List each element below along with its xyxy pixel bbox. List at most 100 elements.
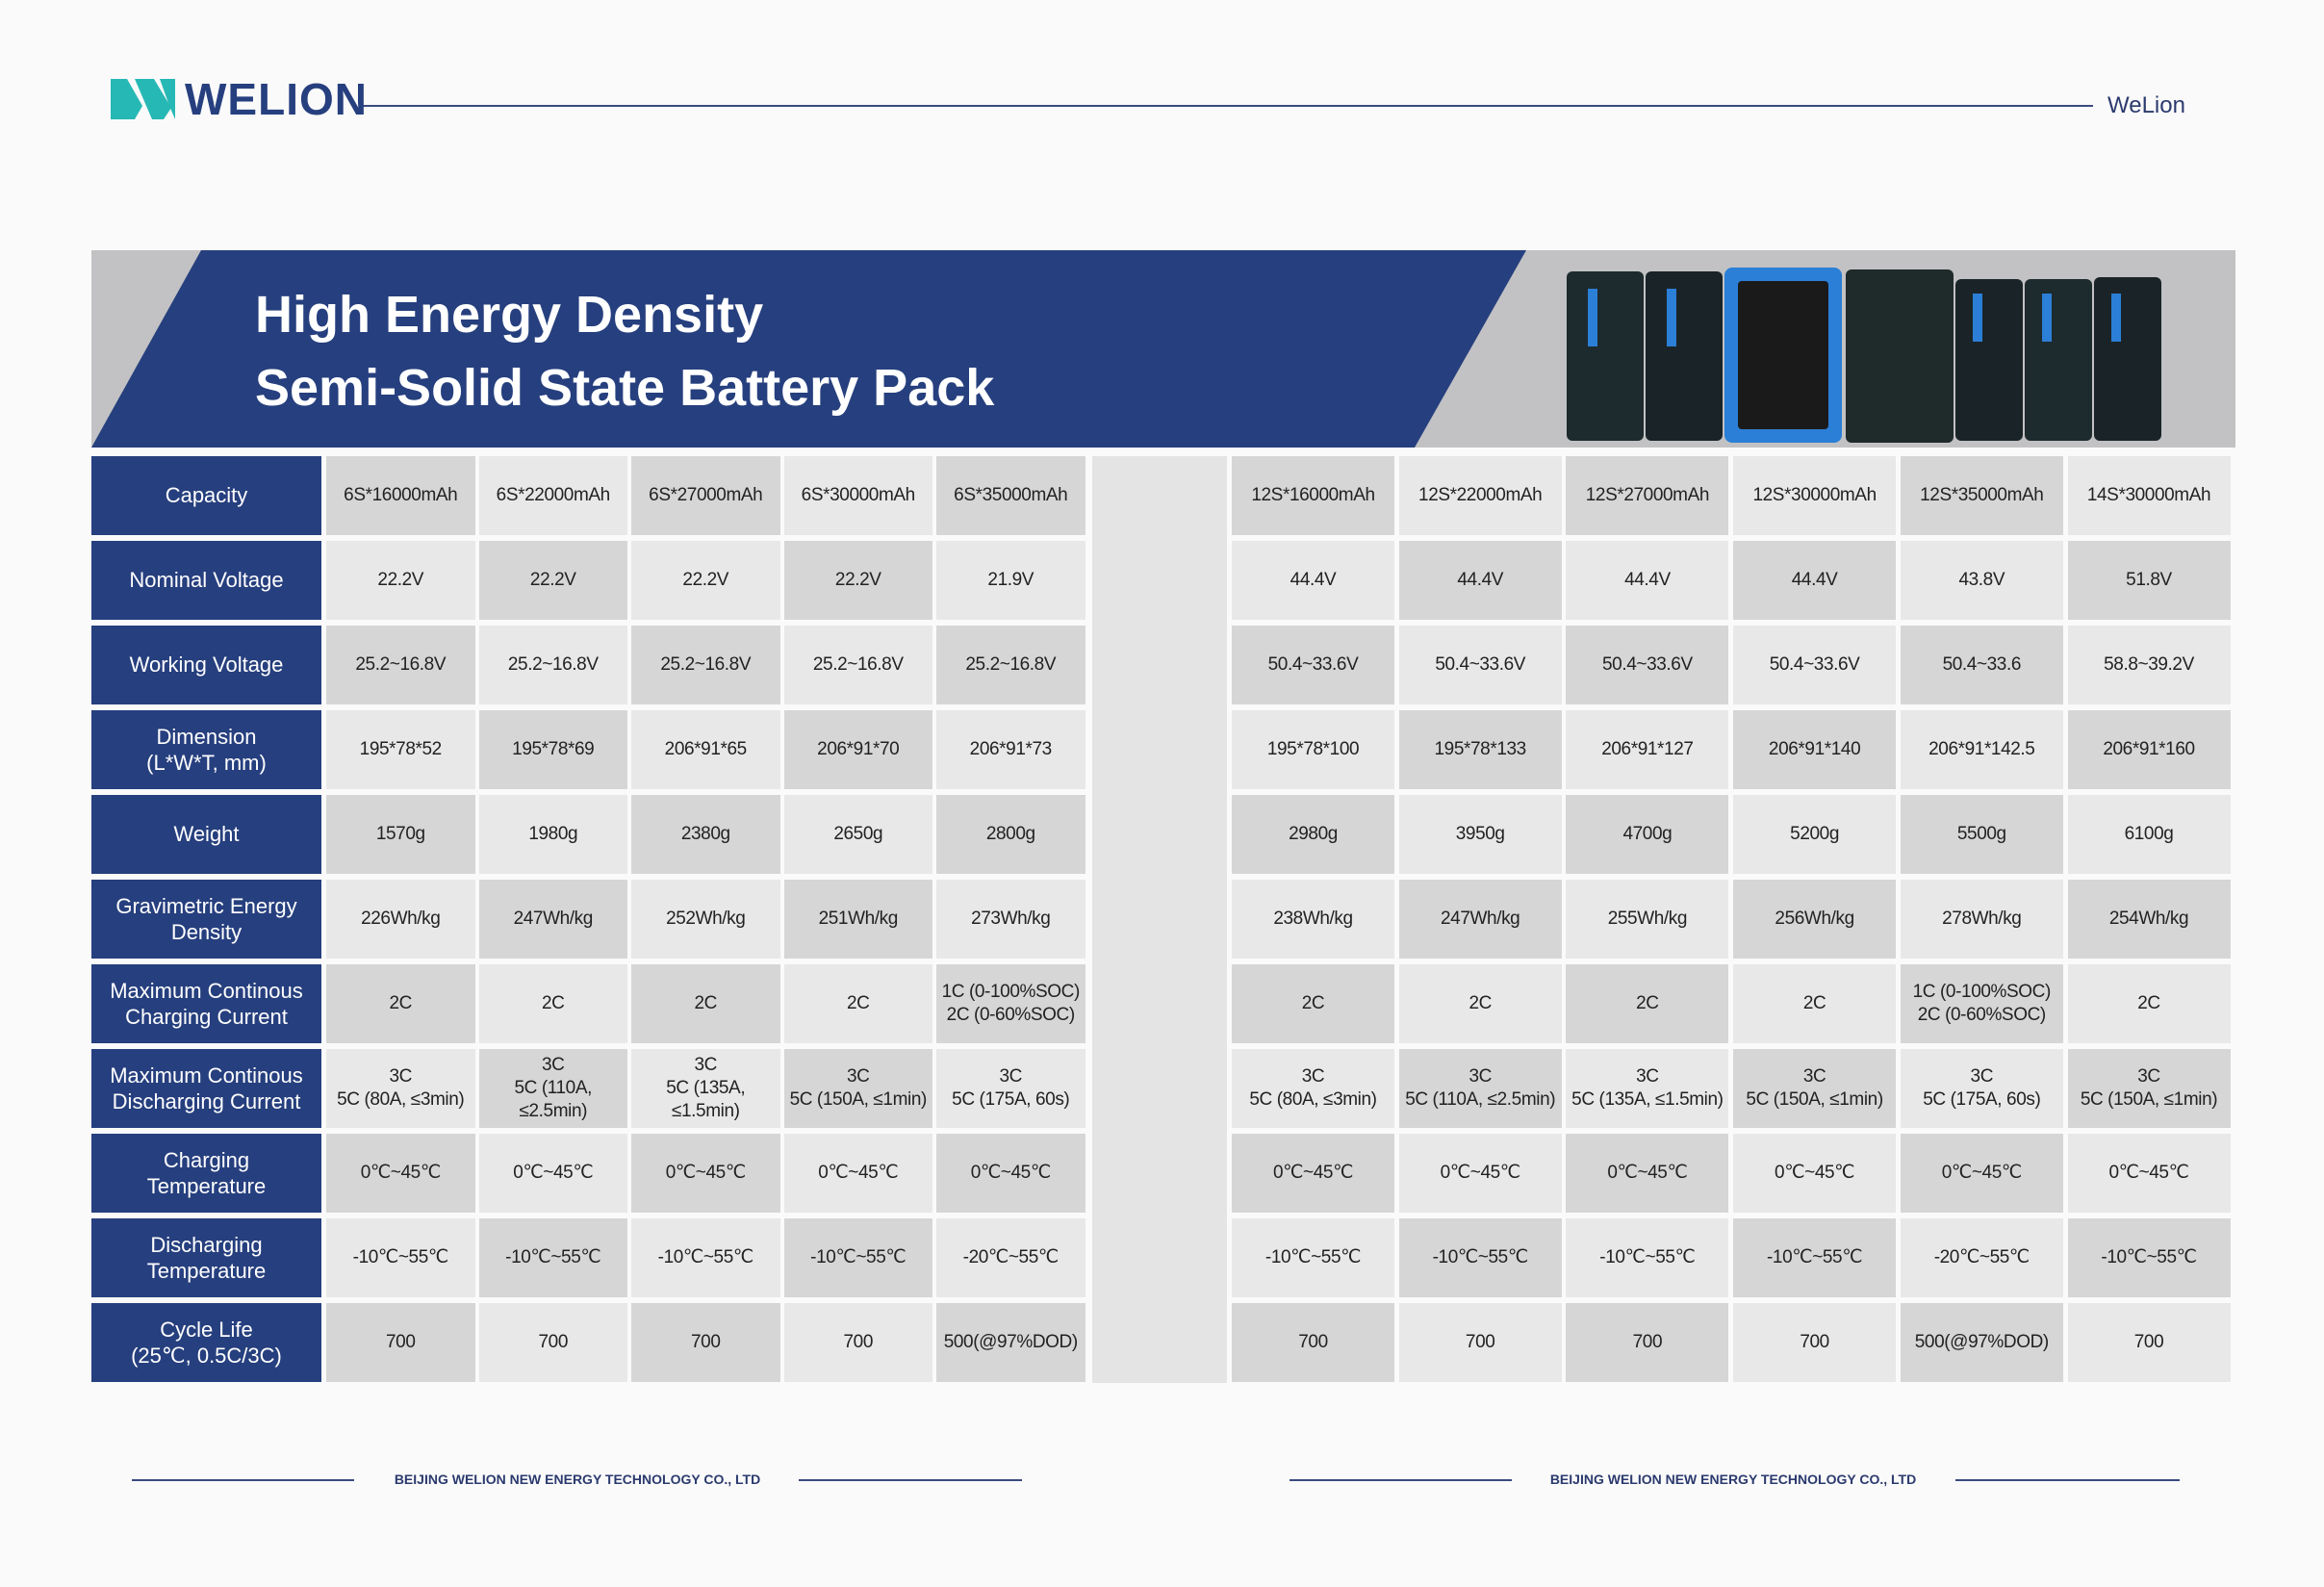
cell: 700	[1566, 1303, 1729, 1382]
title-line: Semi-Solid State Battery Pack	[255, 359, 995, 417]
cell: 2650g	[783, 795, 932, 874]
cell: 22.2V	[478, 541, 627, 620]
title-line: High Energy Density	[255, 286, 764, 344]
cell: 0℃~45℃	[783, 1134, 932, 1213]
cell: -10℃~55℃	[326, 1218, 475, 1297]
cell: 206*91*70	[783, 710, 932, 789]
cell: 2C	[1232, 964, 1394, 1043]
battery-photo	[1567, 268, 2161, 443]
cell: 44.4V	[1232, 541, 1394, 620]
row-label: Maximum Continous Charging Current	[91, 964, 321, 1043]
cell: 1C (0-100%SOC) 2C (0-60%SOC)	[1900, 964, 2063, 1043]
footer-rule	[1290, 1479, 1512, 1481]
cell: 2C	[1398, 964, 1562, 1043]
logo-mark	[111, 79, 142, 119]
cell: 3C 5C (150A, ≤1min)	[2067, 1049, 2231, 1128]
row-label: Discharging Temperature	[91, 1218, 321, 1297]
cell: 195*78*69	[478, 710, 627, 789]
cell: -20℃~55℃	[1900, 1218, 2063, 1297]
row-label: Dimension (L*W*T, mm)	[91, 710, 321, 789]
cell: 500(@97%DOD)	[936, 1303, 1085, 1382]
cell: 0℃~45℃	[326, 1134, 475, 1213]
cell: 4700g	[1566, 795, 1729, 874]
cell: 21.9V	[936, 541, 1085, 620]
cell: 2980g	[1232, 795, 1394, 874]
cell: 0℃~45℃	[1566, 1134, 1729, 1213]
cell: 206*91*140	[1733, 710, 1897, 789]
cell: 25.2~16.8V	[326, 626, 475, 704]
row-label: Gravimetric Energy Density	[91, 880, 321, 959]
footer-rule	[132, 1479, 354, 1481]
cell: 206*91*127	[1566, 710, 1729, 789]
cell: 50.4~33.6V	[1232, 626, 1394, 704]
cell: 2380g	[631, 795, 780, 874]
cell: -20℃~55℃	[936, 1218, 1085, 1297]
footer-rule	[799, 1479, 1022, 1481]
cell: 50.4~33.6	[1900, 626, 2063, 704]
row-label: Working Voltage	[91, 626, 321, 704]
cell: 2C	[1566, 964, 1729, 1043]
cell: 25.2~16.8V	[783, 626, 932, 704]
cell: 12S*30000mAh	[1733, 456, 1897, 535]
cell: 0℃~45℃	[631, 1134, 780, 1213]
cell: 278Wh/kg	[1900, 880, 2063, 959]
cell: 247Wh/kg	[1398, 880, 1562, 959]
cell: 5500g	[1900, 795, 2063, 874]
row-label: Capacity	[91, 456, 321, 535]
cell: 700	[2067, 1303, 2231, 1382]
cell: 206*91*73	[936, 710, 1085, 789]
cell: 206*91*142.5	[1900, 710, 2063, 789]
cell: -10℃~55℃	[631, 1218, 780, 1297]
cell: -10℃~55℃	[1566, 1218, 1729, 1297]
cell: 44.4V	[1398, 541, 1562, 620]
cell: 0℃~45℃	[1900, 1134, 2063, 1213]
cell: 3C 5C (110A, ≤2.5min)	[478, 1049, 627, 1128]
cell: 0℃~45℃	[1733, 1134, 1897, 1213]
cell: 50.4~33.6V	[1398, 626, 1562, 704]
cell: 500(@97%DOD)	[1900, 1303, 2063, 1382]
cell: 273Wh/kg	[936, 880, 1085, 959]
cell: 1C (0-100%SOC) 2C (0-60%SOC)	[936, 964, 1085, 1043]
cell: 12S*16000mAh	[1232, 456, 1394, 535]
cell: 206*91*65	[631, 710, 780, 789]
cell: 700	[478, 1303, 627, 1382]
cell: 700	[631, 1303, 780, 1382]
cell: 6S*22000mAh	[478, 456, 627, 535]
cell: 58.8~39.2V	[2067, 626, 2231, 704]
footer-text: BEIJING WELION NEW ENERGY TECHNOLOGY CO.…	[1549, 1472, 1917, 1487]
cell: 700	[1398, 1303, 1562, 1382]
cell: 12S*22000mAh	[1398, 456, 1562, 535]
cell: -10℃~55℃	[783, 1218, 932, 1297]
row-label: Charging Temperature	[91, 1134, 321, 1213]
brand: WeLion	[2107, 92, 2185, 118]
cell: 3C 5C (110A, ≤2.5min)	[1398, 1049, 1562, 1128]
cell: 195*78*100	[1232, 710, 1394, 789]
logo-text: WELION	[185, 74, 368, 124]
cell: 3C 5C (150A, ≤1min)	[783, 1049, 932, 1128]
cell: 2C	[631, 964, 780, 1043]
cell: 247Wh/kg	[478, 880, 627, 959]
cell: 206*91*160	[2067, 710, 2231, 789]
cell: 22.2V	[631, 541, 780, 620]
cell: 0℃~45℃	[1398, 1134, 1562, 1213]
cell: 3C 5C (80A, ≤3min)	[326, 1049, 475, 1128]
cell: 700	[783, 1303, 932, 1382]
cell: 12S*35000mAh	[1900, 456, 2063, 535]
cell: 6S*16000mAh	[326, 456, 475, 535]
cell: -10℃~55℃	[478, 1218, 627, 1297]
cell: 3C 5C (135A, ≤1.5min)	[1566, 1049, 1729, 1128]
cell: 251Wh/kg	[783, 880, 932, 959]
cell: 2C	[1733, 964, 1897, 1043]
cell: -10℃~55℃	[1733, 1218, 1897, 1297]
logo-mark	[135, 79, 171, 119]
cell: 6S*30000mAh	[783, 456, 932, 535]
row-label: Cycle Life (25℃, 0.5C/3C)	[91, 1303, 321, 1382]
cell: 44.4V	[1566, 541, 1729, 620]
cell: 0℃~45℃	[936, 1134, 1085, 1213]
cell: 50.4~33.6V	[1566, 626, 1729, 704]
cell: 238Wh/kg	[1232, 880, 1394, 959]
cell: 256Wh/kg	[1733, 880, 1897, 959]
cell: 14S*30000mAh	[2067, 456, 2231, 535]
cell: 43.8V	[1900, 541, 2063, 620]
